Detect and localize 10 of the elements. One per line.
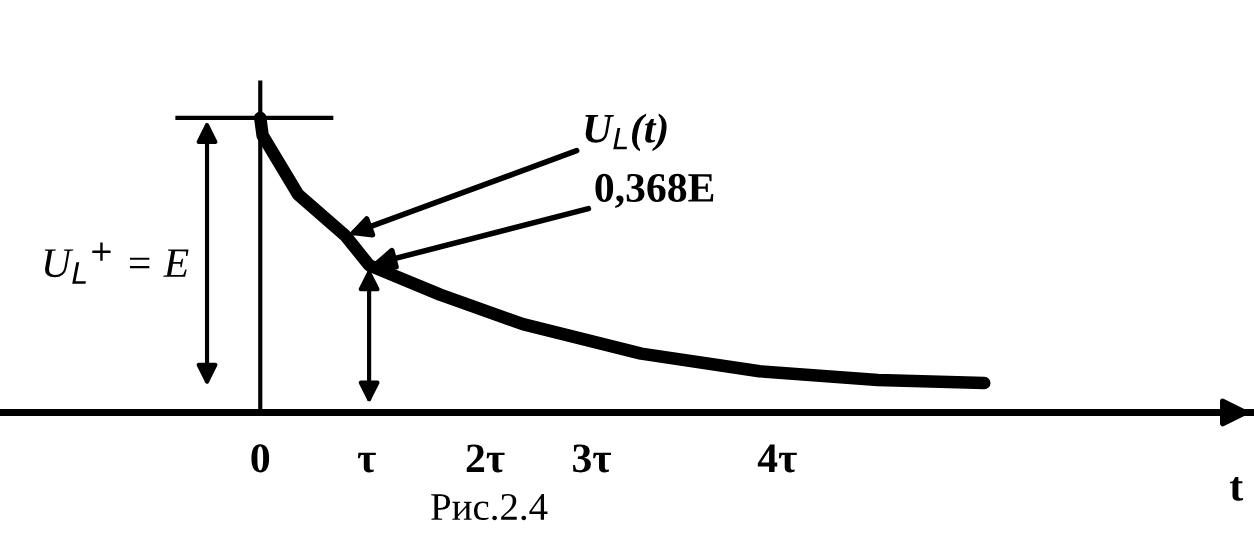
x-tick-label: 0 (251, 444, 270, 473)
x-tick-label: 3τ (573, 444, 612, 473)
x-tick-label: 4τ (757, 444, 797, 473)
x-tick-label: 2τ (466, 444, 505, 473)
x-axis-title: t (1229, 476, 1244, 501)
text: Рис.2.4 (431, 493, 548, 521)
x-tick-label: τ (357, 452, 376, 473)
ref-line-label: U$_{L}$$^{+}$ = E (44, 242, 189, 284)
annotation: U$_{L}$(t) (585, 113, 667, 152)
annotation: 0,368E (595, 173, 714, 208)
